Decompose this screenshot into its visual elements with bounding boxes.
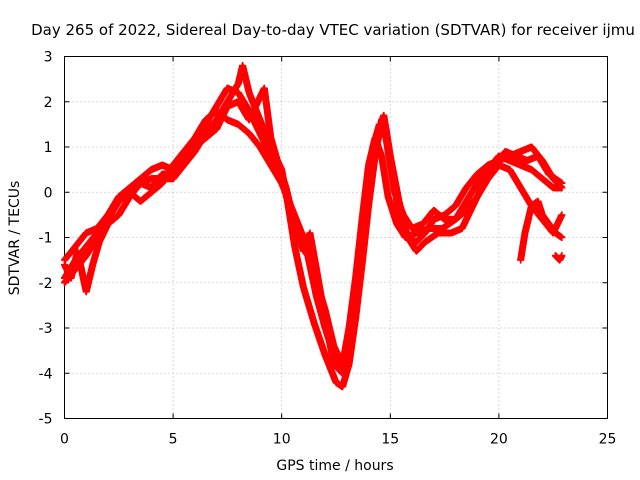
x-tick-label: 10 (273, 432, 291, 448)
grid (64, 56, 608, 419)
y-tick-label: 1 (44, 140, 53, 156)
y-tick-label: -2 (39, 276, 53, 292)
data-points (61, 62, 566, 391)
x-tick-label: 20 (490, 432, 508, 448)
y-tick-labels: -5 -4 -3 -2 -1 0 1 2 3 (39, 50, 53, 428)
series-track-4 (61, 84, 566, 377)
y-tick-label: 0 (44, 185, 53, 201)
y-tick-label: -3 (39, 321, 53, 337)
y-tick-label: -5 (39, 412, 53, 428)
series-track-1 (61, 62, 566, 391)
y-tick-label: 2 (44, 95, 53, 111)
chart-title: Day 265 of 2022, Sidereal Day-to-day VTE… (31, 21, 635, 39)
y-tick-label: -1 (39, 231, 53, 247)
y-tick-label: 3 (44, 50, 53, 66)
x-tick-labels: 0 5 10 15 20 25 (60, 432, 616, 448)
x-tick-label: 0 (60, 432, 69, 448)
y-tick-label: -4 (39, 366, 53, 382)
x-tick-label: 15 (381, 432, 399, 448)
x-tick-label: 5 (169, 432, 178, 448)
x-tick-label: 25 (599, 432, 617, 448)
